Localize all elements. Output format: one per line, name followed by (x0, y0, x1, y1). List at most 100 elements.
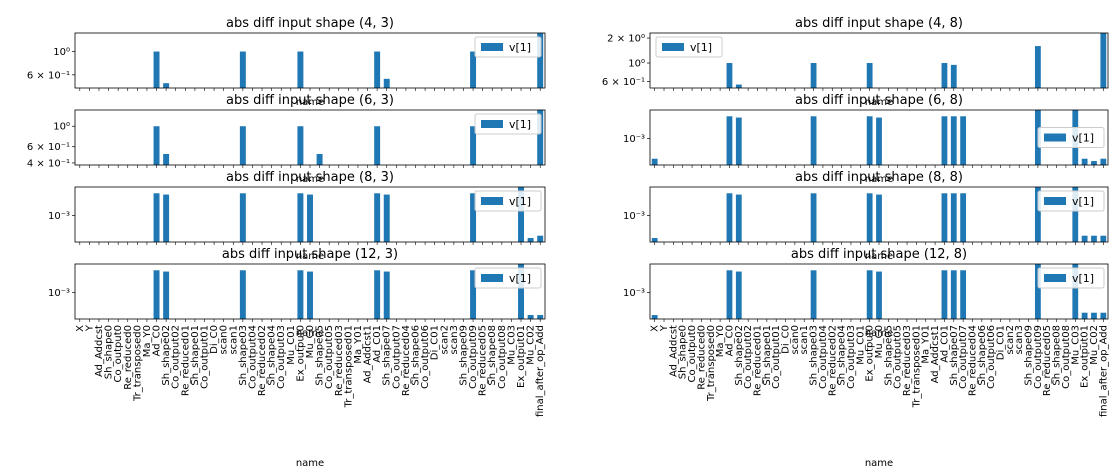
bar (374, 270, 381, 319)
y-tick-label: 6 × 10⁻¹ (27, 142, 70, 153)
bar (735, 194, 742, 242)
bar (866, 63, 873, 88)
x-axis-label: name (296, 328, 324, 339)
subplot-title: abs diff input shape (4, 8) (795, 16, 963, 31)
x-axis-label-bottom: name (865, 458, 893, 469)
bar (651, 238, 658, 242)
bar (950, 193, 957, 242)
bar (735, 271, 742, 319)
subplot-title: abs diff input shape (12, 3) (222, 247, 398, 262)
legend-box (655, 36, 723, 58)
x-tick-label: Ma_Y01 (921, 325, 932, 364)
bar (950, 116, 957, 165)
legend-label: v[1] (509, 118, 531, 131)
subplot-title: abs diff input shape (4, 3) (226, 16, 394, 31)
x-tick-label: Mu_C02 (1089, 325, 1100, 365)
bar (470, 270, 477, 319)
legend-label: v[1] (509, 41, 531, 54)
bar (297, 270, 304, 319)
subplot-3: abs diff input shape (6, 8) 10⁻³ name v[1] (623, 93, 1109, 185)
legend-box (1037, 127, 1105, 148)
y-tick-label: 6 × 10⁻¹ (602, 77, 645, 88)
legend-box (1037, 190, 1105, 212)
x-tick-label: Sh_shape06 (977, 325, 988, 386)
x-tick-label: Co_output07 (958, 325, 969, 389)
legend-label: v[1] (1072, 272, 1094, 285)
bar (307, 271, 313, 319)
x-tick-label: Co_output09 (468, 325, 479, 389)
x-tick-label: Co_output05 (893, 325, 904, 389)
legend-swatch (1044, 274, 1066, 282)
bar (374, 51, 381, 88)
bar (1081, 158, 1088, 165)
x-tick-label: Ad_C01 (939, 325, 950, 363)
legend: v[1] (474, 267, 542, 289)
x-tick-label: Co_output0 (113, 325, 124, 382)
legend: v[1] (474, 190, 542, 212)
bar (941, 116, 948, 165)
bar (1072, 264, 1079, 319)
bar (810, 116, 817, 165)
legend-label: v[1] (509, 272, 531, 285)
x-tick-label: Co_output03 (276, 325, 287, 389)
x-tick-label: Re_reduced01 (752, 325, 763, 396)
x-tick-label: Sh_shape06 (411, 325, 422, 386)
bar (1100, 33, 1107, 88)
x-tick-label: Co_output09 (1033, 325, 1044, 389)
x-tick-label: Ex_output01 (516, 325, 527, 388)
x-tick-label: Re_reduced02 (257, 325, 268, 396)
bar (537, 110, 544, 165)
legend-swatch (481, 274, 503, 282)
x-tick-label: Ad_Addcst (668, 325, 679, 377)
subplot-title: abs diff input shape (12, 8) (791, 247, 967, 262)
legend-label: v[1] (1072, 195, 1094, 208)
x-tick-label: scan2 (439, 325, 450, 355)
bar (726, 63, 733, 88)
legend: v[1] (655, 36, 723, 58)
x-tick-label: Re_reduced05 (478, 325, 489, 396)
subplot-title: abs diff input shape (8, 3) (226, 170, 394, 185)
x-tick-label: Co_output01 (771, 325, 782, 389)
x-tick-label: Mu_C03 (506, 325, 517, 365)
x-tick-label: Co_output01 (199, 325, 210, 389)
bar (651, 158, 658, 165)
x-tick-label: Co_output05 (324, 325, 335, 389)
x-tick-label: Sh_shape04 (267, 325, 278, 386)
bar (1100, 235, 1107, 242)
bar (1035, 264, 1041, 319)
bar (735, 84, 742, 88)
bar (239, 270, 246, 319)
bar (239, 193, 246, 242)
bar (735, 117, 742, 165)
legend-box (474, 267, 542, 289)
subplot-0: abs diff input shape (4, 3) 10⁰ 6 × 10⁻¹ na… (27, 16, 546, 108)
y-tick-label: 10⁰ (53, 122, 70, 133)
x-tick-label: Y (84, 324, 95, 332)
legend-swatch (1044, 197, 1066, 205)
x-tick-label: Y (659, 324, 670, 332)
x-tick-label: final_after_op_Add (1098, 325, 1109, 417)
bar (470, 51, 477, 88)
x-tick-label: Tr_transposed01 (911, 325, 922, 408)
bar (537, 315, 544, 319)
x-tick-label: X (650, 325, 661, 332)
x-tick-label: Sh_shape05 (315, 325, 326, 386)
x-tick-label: Mu_C02 (526, 325, 537, 365)
x-tick-label: Sh_shape03 (809, 325, 820, 386)
bar (153, 270, 160, 319)
x-tick-label: Co_output04 (818, 325, 829, 389)
x-tick-label: Ad_Addcst1 (363, 325, 374, 383)
legend-box (1037, 267, 1105, 289)
x-tick-label: Ad_C01 (372, 325, 383, 363)
x-tick-label: Ma_Y0 (142, 325, 153, 357)
x-tick-label: Ex_output01 (1080, 325, 1091, 388)
bar (307, 194, 313, 242)
x-tick-label: Ex_output0 (295, 325, 306, 382)
bar (866, 116, 873, 165)
x-tick-label: scan0 (219, 325, 230, 355)
bar (470, 193, 477, 242)
bar (163, 271, 170, 319)
legend: v[1] (1037, 190, 1105, 212)
x-tick-label: Re_reduced04 (401, 325, 412, 396)
x-tick-label: Mu_C0 (305, 325, 316, 358)
